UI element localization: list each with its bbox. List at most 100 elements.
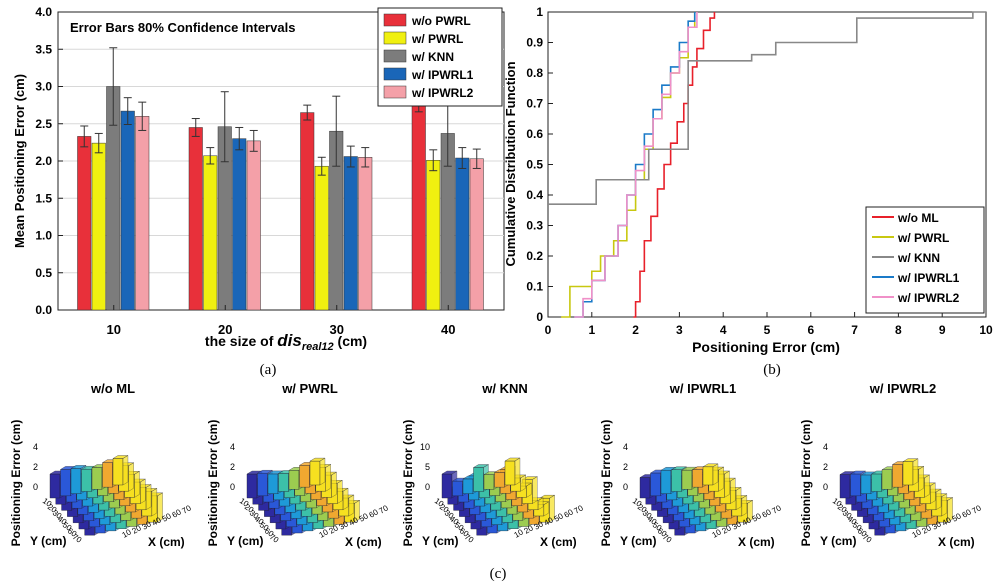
panel-c-bar-side [140, 478, 146, 504]
panel-c-plot-title: w/ IPWRL1 [669, 381, 736, 396]
panel-b-ytick-label: 0.1 [526, 280, 543, 294]
panel-c-bar-side [134, 470, 140, 498]
panel-a-xtick-label: 40 [441, 322, 455, 337]
panel-c-ylabel: Y (cm) [30, 534, 66, 548]
panel-a-legend-label: w/ PWRL [411, 32, 463, 46]
panel-b-ytick-label: 0.2 [526, 249, 543, 263]
panel-c-bar-face [288, 470, 300, 490]
panel-a-bar [188, 127, 203, 311]
panel-c-bar-side [128, 462, 134, 492]
panel-b-xtick-label: 6 [807, 323, 814, 337]
panel-c-bar-side [520, 474, 526, 492]
panel-a-bar [77, 136, 92, 311]
panel-a-legend-swatch [383, 67, 407, 81]
caption-a: (a) [260, 362, 277, 378]
panel-c-bar-face [441, 473, 453, 499]
panel-a-bar [300, 112, 315, 311]
panel-c-bar-face [494, 472, 505, 488]
panel-b-legend: w/o ML w/ PWRL w/ KNN w/ IPWRL1 w/ IPWRL2 [865, 206, 985, 314]
panel-b-legend-label: w/ KNN [897, 251, 940, 265]
panel-a-xlabel-main: dis [277, 331, 302, 350]
panel-a-ytick-label: 3.5 [35, 42, 52, 56]
panel-b-xtick-label: 7 [851, 323, 858, 337]
panel-a-bar [343, 156, 358, 311]
panel-b-legend-label: w/ IPWRL1 [897, 271, 960, 285]
panel-a-bar [203, 155, 218, 311]
panel-a-legend-label: w/ IPWRL1 [411, 68, 474, 82]
panel-c-bar-face [462, 478, 474, 494]
panel-c-bar-face [309, 460, 321, 486]
panel-a-xtick-label: 10 [107, 322, 121, 337]
panel-c-bar-side [549, 494, 555, 523]
panel-c-ztick-label: 0 [33, 482, 38, 492]
panel-c-bar-face [246, 473, 258, 499]
panel-c-bar-face [483, 474, 495, 490]
panel-a-ytick-label: 4.0 [35, 5, 52, 19]
panel-a-bar [358, 157, 373, 311]
panel-c-plot-title: w/ IPWRL2 [869, 381, 936, 396]
panel-c-bar-side [145, 484, 152, 511]
panel-a-legend-swatch [383, 49, 407, 63]
panel-a-ytick-label: 0.5 [35, 266, 52, 280]
panel-c-bar-side [342, 487, 349, 511]
panel-c-bar-face [102, 462, 113, 488]
panel-a-xlabel-prefix: the size of [205, 333, 277, 349]
panel-c-bar-face [881, 469, 893, 490]
panel-c-bar-side [157, 492, 163, 523]
panel-b-cdf-chart: 0 0.1 0.2 0.3 0.4 0.5 0.6 0.7 0.8 0.9 1 0 1 2 3 4 5 6 7 8 9… [503, 5, 993, 355]
panel-b-series-line [574, 12, 698, 318]
panel-b-xtick-label: 4 [720, 323, 727, 337]
panel-c-bar-side [331, 471, 337, 498]
panel-b-ytick-label: 0.7 [526, 97, 543, 111]
panel-b-ylabel: Cumulative Distribution Function [503, 61, 518, 266]
panel-c-bar-side [924, 474, 930, 498]
panel-c-bar-side [325, 464, 331, 492]
panel-a-bar [426, 160, 441, 311]
panel-a-bar [232, 138, 247, 311]
panel-a-bar [455, 157, 470, 311]
panel-c-xlabel: X (cm) [938, 535, 975, 549]
panel-c-ylabel: Y (cm) [227, 534, 263, 548]
panel-c-xlabel: X (cm) [540, 535, 577, 549]
panel-c-xlabel: X (cm) [148, 535, 185, 549]
panel-c-ztick-label: 2 [33, 462, 38, 472]
panel-c-bar-face [504, 460, 516, 486]
panel-c-bar-face [650, 472, 661, 497]
panel-c-bar-face [60, 469, 71, 497]
panel-c-bar-face [839, 474, 851, 499]
panel-c-ztick-label: 10 [420, 442, 430, 452]
panel-c-xtick-label: 70 [573, 503, 586, 516]
panel-c-ztick-label: 0 [425, 482, 430, 492]
panel-c-bar-face [902, 461, 914, 486]
panel-c-zlabel: Positioning Error (cm) [401, 420, 415, 547]
panel-c-xlabel: X (cm) [738, 535, 775, 549]
panel-c-bar-side [319, 457, 326, 486]
panel-a-bar [120, 110, 135, 311]
panel-b-legend-label: w/o ML [897, 211, 939, 225]
panel-c-xtick-label: 70 [378, 503, 391, 516]
panel-b-ytick-label: 1 [536, 5, 543, 19]
panel-a-legend-label: w/ IPWRL2 [411, 86, 474, 100]
panel-c-xtick-label: 70 [181, 503, 194, 516]
panel-b-xlabel: Positioning Error (cm) [692, 339, 840, 355]
panel-c-xtick-label: 70 [771, 503, 784, 516]
panel-a-ytick-label: 2.5 [35, 117, 52, 131]
panel-c-bar-side [935, 488, 942, 511]
panel-c-ztick-label: 2 [823, 462, 828, 472]
panel-c-bar-face [639, 477, 651, 499]
panel-a-bar [469, 158, 484, 311]
panel-b-ytick-label: 0.6 [526, 127, 543, 141]
panel-b-xtick-label: 9 [939, 323, 946, 337]
panel-c-bar-side [543, 501, 550, 517]
panel-c-bar-face [91, 467, 103, 490]
panel-c-ztick-label: 5 [425, 462, 430, 472]
panel-c-bar-face [278, 473, 289, 492]
panel-c-bar-face [660, 470, 672, 494]
panel-c-xlabel: X (cm) [345, 535, 382, 549]
panel-c-zlabel: Positioning Error (cm) [799, 420, 813, 547]
panel-c-bar-face [257, 473, 268, 497]
panel-c-bar-face [473, 467, 484, 492]
panel-c-bar-face [681, 469, 693, 490]
